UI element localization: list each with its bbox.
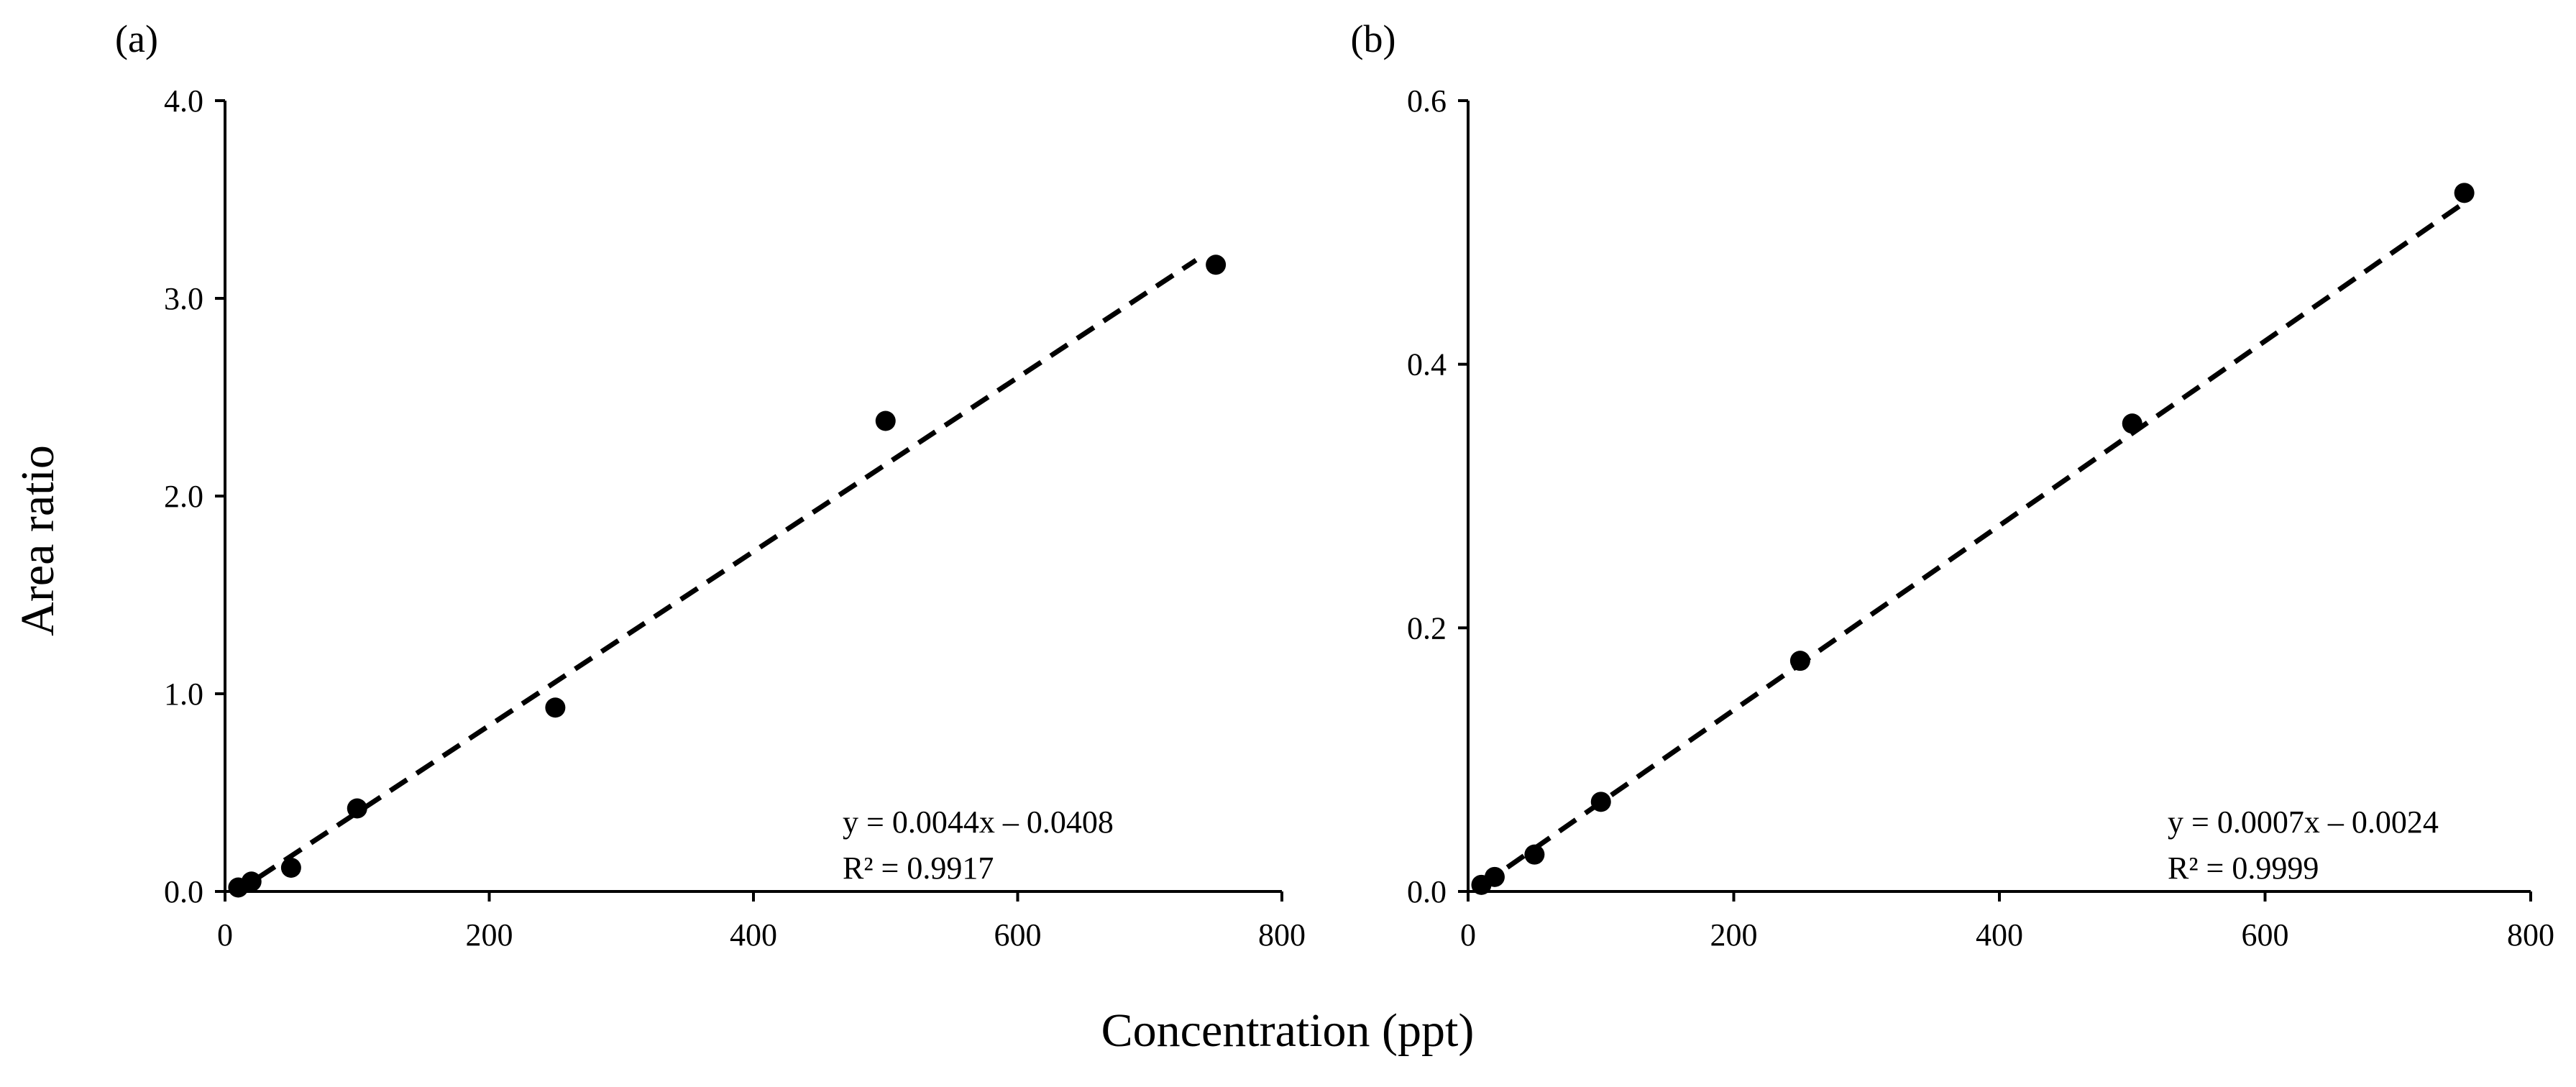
data-point: [241, 871, 262, 892]
trendline-equation: y = 0.0007x – 0.0024: [2168, 804, 2439, 840]
data-point: [545, 697, 566, 718]
panel-label: (b): [1351, 17, 1396, 60]
data-point: [280, 858, 301, 878]
data-point: [875, 411, 896, 431]
y-tick-label: 0.6: [1407, 83, 1447, 119]
x-tick-label: 400: [730, 917, 777, 953]
trendline-equation: y = 0.0044x – 0.0408: [843, 804, 1114, 840]
data-point: [1524, 844, 1545, 865]
data-point: [1590, 792, 1611, 812]
trendline: [1480, 201, 2466, 888]
data-point: [1484, 866, 1505, 887]
x-tick-label: 800: [1258, 917, 1306, 953]
x-tick-label: 400: [1976, 917, 2023, 953]
r-squared-label: R² = 0.9999: [2168, 850, 2319, 886]
x-tick-label: 600: [994, 917, 1042, 953]
x-tick-label: 0: [1460, 917, 1476, 953]
x-tick-label: 600: [2242, 917, 2289, 953]
x-axis-title: Concentration (ppt): [1101, 1004, 1475, 1057]
y-tick-label: 3.0: [164, 281, 203, 316]
y-tick-label: 4.0: [164, 83, 203, 119]
x-tick-label: 200: [466, 917, 513, 953]
chart-panel-b: (b) 0.0 0.2 0.4 0.6 0 200 400 600 800 y = 0.0007x …: [1351, 17, 2554, 953]
data-point: [1789, 651, 1810, 671]
y-tick-label: 0.0: [164, 874, 203, 909]
y-tick-label: 0.0: [1407, 874, 1447, 909]
y-tick-label: 1.0: [164, 676, 203, 712]
y-tick-label: 0.4: [1407, 347, 1447, 382]
x-tick-label: 200: [1710, 917, 1758, 953]
data-point: [2122, 413, 2142, 434]
y-axis-title: Area ratio: [12, 445, 64, 636]
y-tick-label: 2.0: [164, 479, 203, 514]
r-squared-label: R² = 0.9917: [843, 850, 994, 886]
panel-label: (a): [115, 17, 158, 60]
chart-panel-a: (a) 0.0 1.0 2.0 3.0 4.0 0 200 400 600 800 y = 0.004…: [115, 17, 1306, 953]
data-point: [2454, 183, 2475, 203]
y-tick-label: 0.2: [1407, 610, 1447, 646]
trendline: [257, 257, 1198, 880]
x-tick-label: 0: [217, 917, 233, 953]
x-tick-label: 800: [2507, 917, 2554, 953]
data-point: [1206, 254, 1227, 275]
data-point: [347, 798, 367, 819]
